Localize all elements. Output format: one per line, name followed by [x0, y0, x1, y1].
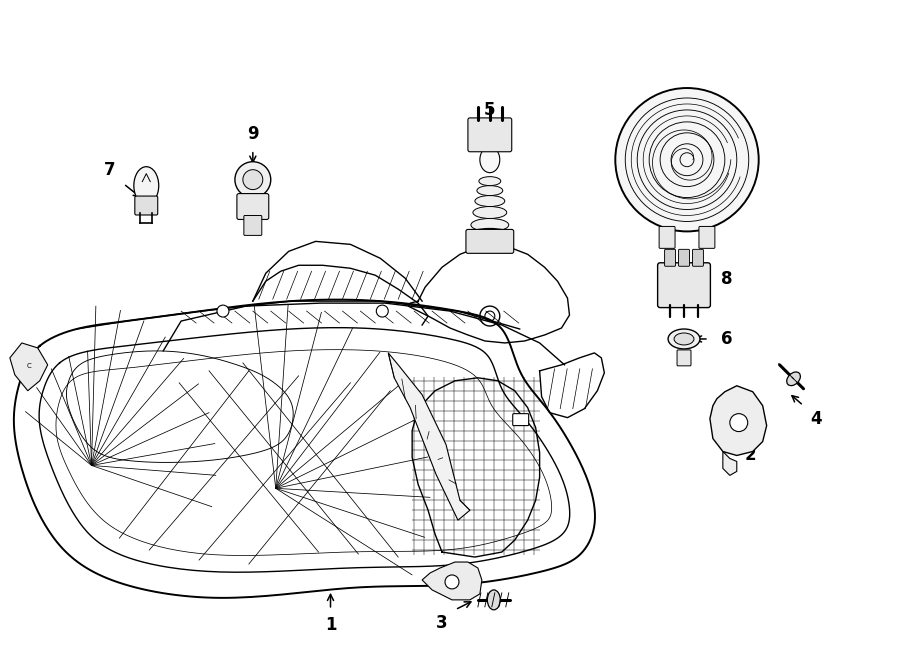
Text: 9: 9 — [247, 125, 258, 143]
Text: 8: 8 — [721, 270, 733, 288]
FancyBboxPatch shape — [699, 227, 715, 249]
FancyBboxPatch shape — [659, 227, 675, 249]
Ellipse shape — [668, 329, 700, 349]
Text: 3: 3 — [436, 614, 448, 632]
Text: 4: 4 — [811, 410, 823, 428]
Text: 10: 10 — [729, 147, 752, 166]
Circle shape — [376, 305, 388, 317]
Ellipse shape — [477, 186, 503, 196]
Ellipse shape — [487, 590, 500, 610]
Polygon shape — [422, 562, 482, 600]
Circle shape — [217, 305, 229, 317]
Ellipse shape — [134, 167, 158, 204]
Text: 6: 6 — [721, 330, 733, 348]
FancyBboxPatch shape — [679, 249, 689, 266]
Polygon shape — [388, 353, 470, 520]
Circle shape — [616, 88, 759, 231]
FancyBboxPatch shape — [513, 414, 528, 426]
Text: 2: 2 — [745, 446, 757, 465]
Ellipse shape — [469, 229, 510, 241]
Polygon shape — [710, 386, 767, 455]
FancyBboxPatch shape — [468, 118, 512, 152]
FancyBboxPatch shape — [466, 229, 514, 253]
Text: 1: 1 — [325, 616, 337, 634]
Ellipse shape — [472, 206, 507, 219]
Circle shape — [730, 414, 748, 432]
Circle shape — [235, 162, 271, 198]
FancyBboxPatch shape — [244, 215, 262, 235]
Ellipse shape — [479, 176, 500, 186]
FancyBboxPatch shape — [135, 196, 158, 215]
Circle shape — [445, 575, 459, 589]
Text: 7: 7 — [104, 161, 115, 178]
Ellipse shape — [475, 196, 505, 206]
Circle shape — [243, 170, 263, 190]
FancyBboxPatch shape — [237, 194, 269, 219]
FancyBboxPatch shape — [664, 249, 676, 266]
Polygon shape — [723, 451, 737, 475]
Ellipse shape — [471, 219, 508, 231]
FancyBboxPatch shape — [658, 263, 710, 307]
Text: C: C — [26, 363, 32, 369]
Ellipse shape — [787, 372, 800, 385]
Ellipse shape — [480, 147, 500, 173]
Text: 5: 5 — [484, 101, 496, 119]
Polygon shape — [10, 343, 48, 391]
FancyBboxPatch shape — [677, 350, 691, 366]
Ellipse shape — [674, 333, 694, 345]
FancyBboxPatch shape — [692, 249, 704, 266]
